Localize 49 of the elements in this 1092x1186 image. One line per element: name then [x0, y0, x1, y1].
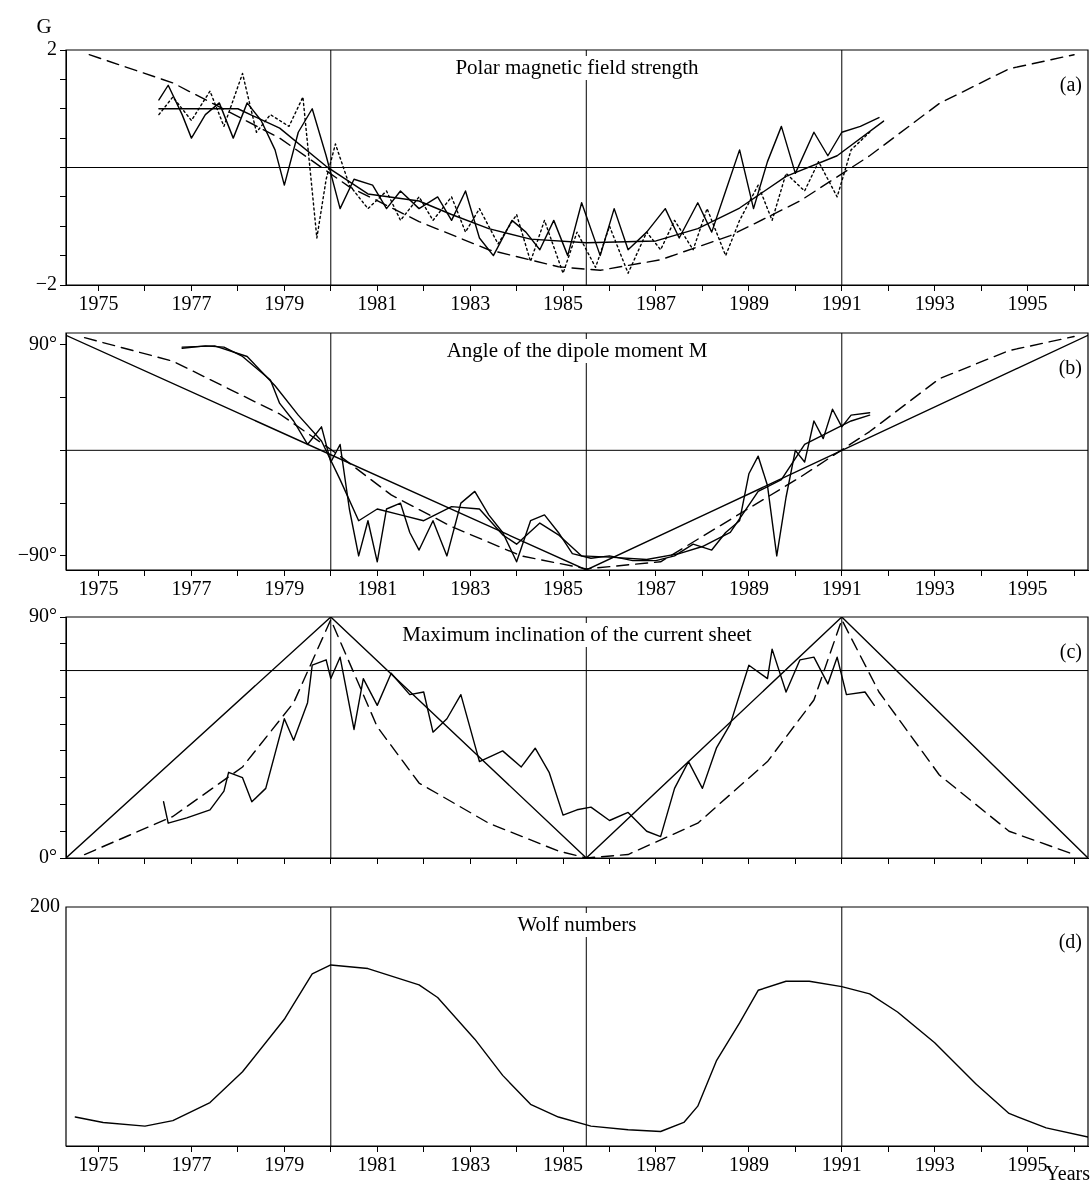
- x-tick-label: 1979: [264, 292, 305, 315]
- x-tick-label: 1987: [635, 577, 676, 600]
- x-tick-label: 1993: [914, 577, 955, 600]
- annotation: (a): [1059, 73, 1082, 97]
- x-tick-label: 1995: [1007, 292, 1048, 315]
- text: (d): [1058, 930, 1082, 954]
- x-tick-label: 1991: [821, 292, 862, 315]
- x-tick-label: 1977: [171, 577, 212, 600]
- x-tick-label: 1989: [728, 577, 769, 600]
- x-tick-label: 1991: [821, 577, 862, 600]
- x-tick-label: 1985: [543, 1153, 584, 1176]
- y-tick-label: −90°: [17, 543, 57, 566]
- y-tick-label: 2: [47, 37, 57, 60]
- x-tick-label: 1981: [357, 577, 398, 600]
- y-tick-label: −2: [35, 272, 57, 295]
- x-tick-label: 1985: [543, 577, 584, 600]
- x-tick-label: 1995: [1007, 1153, 1048, 1176]
- x-tick-label: 1979: [264, 577, 305, 600]
- x-tick-label: 1983: [450, 1153, 491, 1176]
- x-tick-label: 1993: [914, 292, 955, 315]
- x-tick-label: 1975: [78, 1153, 119, 1176]
- text: 200: [30, 894, 60, 917]
- x-tick-label: 1989: [728, 292, 769, 315]
- chart-title: Polar magnetic field strength: [455, 55, 700, 80]
- x-tick-label: 1975: [78, 292, 119, 315]
- chart-title: Wolf numbers: [517, 912, 637, 937]
- x-tick-label: 1987: [635, 1153, 676, 1176]
- x-tick-label: 1979: [264, 1153, 305, 1176]
- x-tick-label: 1977: [171, 1153, 212, 1176]
- x-tick-label: 1987: [635, 292, 676, 315]
- x-tick-label: 1989: [728, 1153, 769, 1176]
- chart-title: Maximum inclination of the current sheet: [402, 622, 752, 647]
- x-tick-label: 1983: [450, 292, 491, 315]
- y-axis-title: G: [36, 14, 52, 39]
- annotation: (b): [1058, 356, 1082, 380]
- y-tick-label: 90°: [29, 331, 57, 354]
- x-tick-label: 1991: [821, 1153, 862, 1176]
- y-tick-label: 90°: [29, 604, 57, 627]
- x-tick-label: 1983: [450, 577, 491, 600]
- x-tick-label: 1977: [171, 292, 212, 315]
- y-tick-label: 0°: [39, 845, 57, 868]
- x-tick-label: 1993: [914, 1153, 955, 1176]
- chart-title: Angle of the dipole moment M: [446, 338, 708, 363]
- x-tick-label: 1995: [1007, 577, 1048, 600]
- x-tick-label: 1981: [357, 292, 398, 315]
- x-tick-label: 1981: [357, 1153, 398, 1176]
- annotation: (c): [1059, 640, 1082, 664]
- x-tick-label: 1985: [543, 292, 584, 315]
- x-tick-label: 1975: [78, 577, 119, 600]
